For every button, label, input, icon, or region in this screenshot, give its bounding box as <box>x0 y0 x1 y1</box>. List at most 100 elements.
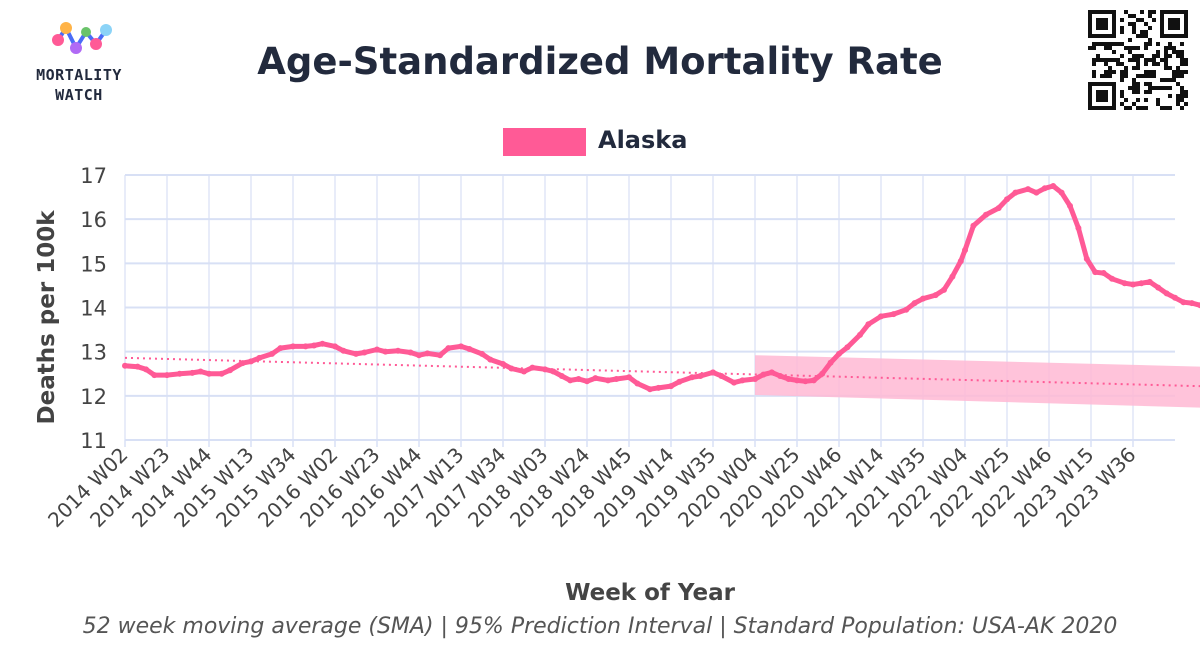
series-point-alaska <box>1121 280 1128 287</box>
series-point-alaska <box>1197 302 1200 309</box>
series-point-alaska <box>445 345 452 352</box>
series-point-alaska <box>1180 299 1187 306</box>
series-point-alaska <box>1130 281 1136 288</box>
series-point-alaska <box>189 369 196 376</box>
series-point-alaska <box>134 363 141 370</box>
series-point-alaska <box>932 292 939 299</box>
series-point-alaska <box>819 370 826 377</box>
series-point-alaska <box>416 352 422 359</box>
series-point-alaska <box>865 321 872 328</box>
qr-code-icon[interactable] <box>1088 10 1190 110</box>
series-point-alaska <box>941 286 947 293</box>
y-tick-label: 17 <box>80 164 107 188</box>
series-point-alaska <box>903 306 910 313</box>
series-point-alaska <box>1012 189 1019 196</box>
series-point-alaska <box>668 383 674 390</box>
series-point-alaska <box>613 376 620 383</box>
chart-footnote: 52 week moving average (SMA) | 95% Predi… <box>82 614 1118 639</box>
series-point-alaska <box>239 360 246 367</box>
series-point-alaska <box>1138 280 1145 287</box>
chart-title: Age-Standardized Mortality Rate <box>257 40 943 83</box>
series-point-alaska <box>584 378 590 385</box>
series-point-alaska <box>437 352 443 359</box>
series-point-alaska <box>1075 225 1082 231</box>
series-point-alaska <box>1092 269 1099 276</box>
logo-mark-icon <box>52 22 112 54</box>
series-point-alaska <box>374 346 380 353</box>
series-point-alaska <box>647 386 653 393</box>
series-point-alaska <box>290 343 296 350</box>
series-point-alaska <box>487 356 494 363</box>
series-point-alaska <box>164 372 170 379</box>
series-point-alaska <box>592 375 599 382</box>
baseline-trend-line <box>124 356 1200 388</box>
series-point-alaska <box>983 211 989 218</box>
series-point-alaska <box>353 350 359 357</box>
series-point-alaska <box>760 371 767 378</box>
series-point-alaska <box>689 374 695 381</box>
series-point-alaska <box>1146 278 1153 285</box>
series-point-alaska <box>197 368 204 375</box>
series-point-alaska <box>752 376 758 383</box>
series-point-alaska <box>836 350 842 357</box>
series-point-alaska <box>697 372 704 379</box>
series-point-alaska <box>248 358 254 365</box>
series-point-alaska <box>1188 300 1195 307</box>
y-tick-label: 12 <box>80 385 107 409</box>
series-point-alaska <box>857 331 863 338</box>
y-tick-label: 16 <box>80 208 107 232</box>
series-point-alaska <box>802 378 809 385</box>
series-point-alaska <box>995 205 1002 212</box>
series-point-alaska <box>718 372 725 379</box>
y-tick-label: 11 <box>80 429 107 453</box>
series-point-alaska <box>529 364 536 371</box>
series-line-alaska <box>122 183 1200 392</box>
series-point-alaska <box>777 372 784 379</box>
series-point-alaska <box>151 372 158 379</box>
series-point-alaska <box>508 365 515 372</box>
series-point-alaska <box>1163 290 1170 297</box>
series-point-alaska <box>920 295 926 302</box>
series-point-alaska <box>361 349 368 356</box>
series-point-alaska <box>827 359 834 366</box>
legend-label-alaska: Alaska <box>598 126 688 154</box>
series-point-alaska <box>1109 275 1115 282</box>
series-point-alaska <box>567 377 574 384</box>
series-point-alaska <box>1058 189 1065 196</box>
prediction-interval-band <box>755 355 1200 408</box>
series-point-alaska <box>878 313 884 320</box>
series-point-alaska <box>206 370 212 377</box>
series-point-alaska <box>1172 294 1178 301</box>
series-point-alaska <box>122 362 128 369</box>
series-point-alaska <box>768 369 775 376</box>
series-point-alaska <box>382 348 389 355</box>
series-point-alaska <box>962 247 968 254</box>
series-point-alaska <box>1041 185 1048 192</box>
series-point-alaska <box>575 376 582 383</box>
series-point-alaska <box>407 349 414 356</box>
mortality-watch-logo: MORTALITY WATCH <box>14 18 144 108</box>
series-point-alaska <box>302 343 309 350</box>
series-point-alaska <box>844 344 851 351</box>
series-point-alaska <box>395 347 401 354</box>
series-point-alaska <box>1100 270 1107 277</box>
series-point-alaska <box>890 311 897 318</box>
series-point-alaska <box>466 346 473 353</box>
series-point-alaska <box>521 368 527 375</box>
series-point-alaska <box>340 347 347 354</box>
series-point-alaska <box>676 378 683 385</box>
series-point-alaska <box>1083 255 1090 262</box>
series-point-alaska <box>542 366 548 373</box>
series-point-alaska <box>970 222 977 229</box>
series-point-alaska <box>550 368 557 375</box>
series-point-alaska <box>269 350 275 357</box>
y-axis-title: Deaths per 100k <box>34 210 60 425</box>
series-point-alaska <box>479 350 485 357</box>
series-point-alaska <box>218 370 225 377</box>
logo-text-line2: WATCH <box>55 86 103 104</box>
series-point-alaska <box>311 342 317 349</box>
series-point-alaska <box>256 354 263 361</box>
series-point-alaska <box>319 340 326 347</box>
series-point-alaska <box>1155 284 1162 291</box>
